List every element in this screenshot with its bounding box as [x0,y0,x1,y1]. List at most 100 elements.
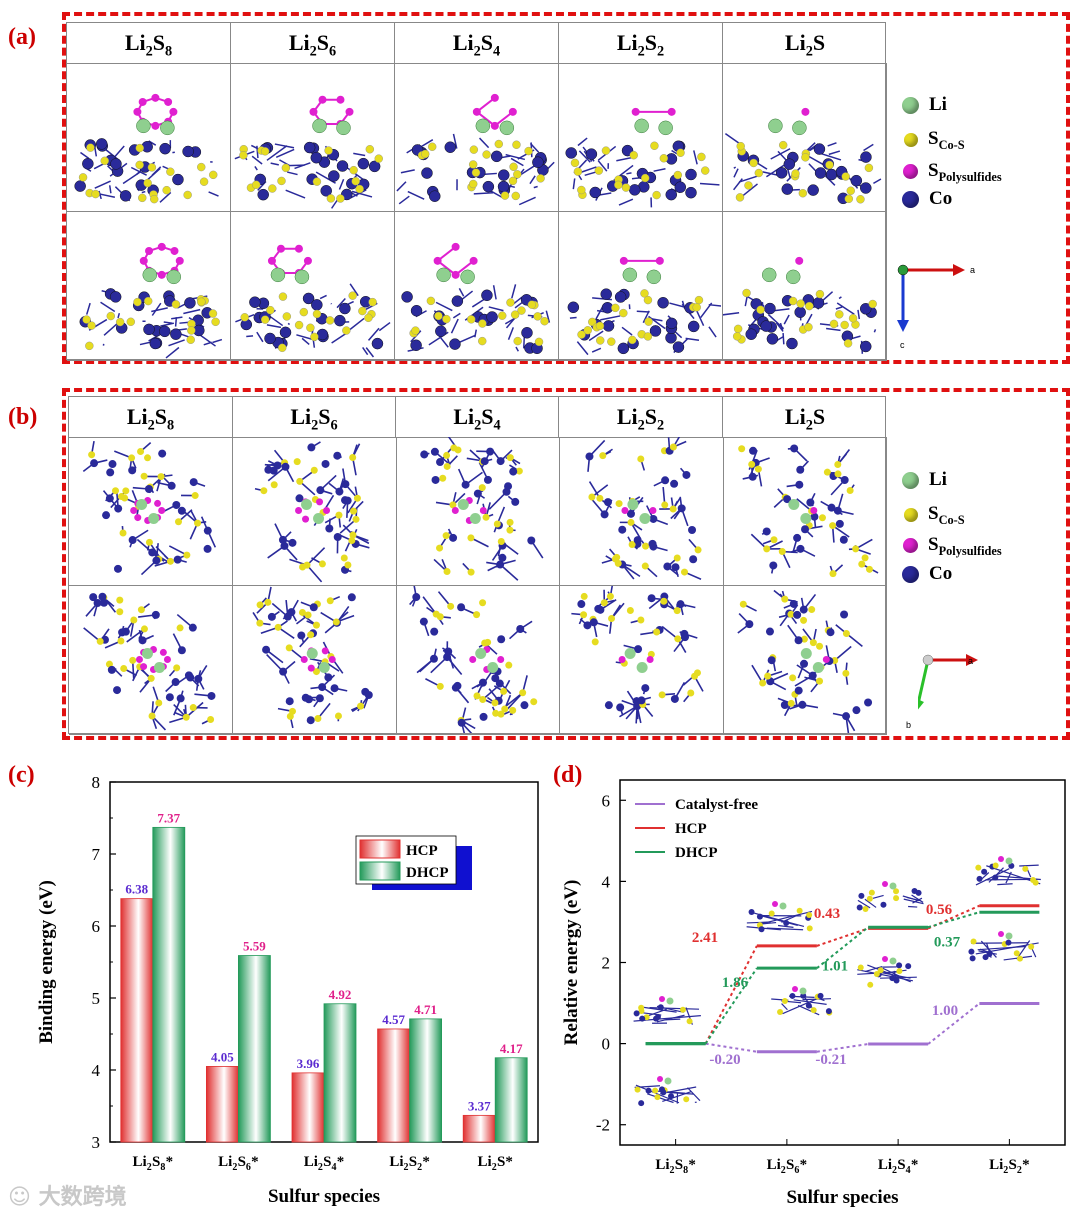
polysulfide-atom [294,244,303,253]
s-atom [187,326,196,335]
s-atom [128,454,136,462]
s-atom [85,341,94,351]
bar-hcp [462,1114,496,1143]
co-atom [604,701,613,710]
axis-b-label-x: a [968,656,974,666]
co-atom [114,504,123,513]
polysulfide-atom [321,647,329,655]
s-atom [105,660,113,668]
legend-a-li: Li [902,94,947,116]
bond [117,312,121,319]
co-atom [859,340,872,353]
bond [838,296,842,300]
bond [751,533,768,550]
tick-span: 2 [1017,1165,1022,1176]
co-atom [436,458,445,467]
s-atom [251,180,261,189]
s-atom [365,145,375,154]
thumb-atom [896,968,903,975]
li-atom [457,499,469,510]
bond [254,165,258,171]
co-atom [182,145,194,158]
co-atom [82,157,94,170]
bar-label-hcp: 4.57 [382,1012,405,1027]
thumb-atom [652,1087,659,1094]
s-atom [501,705,509,713]
polysulfide-atom [170,246,179,255]
co-atom [775,167,788,179]
bond [306,547,325,566]
bond [733,178,743,191]
co-atom [281,462,290,471]
y-tick-label: 8 [92,773,101,792]
li-atom [622,267,638,283]
s-atom [824,468,832,476]
co-atom [113,686,122,695]
li-atom [624,648,636,659]
co-atom [783,495,792,504]
x-tick-label: Li2 S8 * [655,1157,696,1176]
panel-label-d: (d) [553,762,583,788]
watermark-logo-icon: ☺ [8,1185,31,1210]
co-atom [860,151,872,163]
thumb-bond [777,924,794,928]
s-atom [694,295,704,305]
co-atom [410,339,422,352]
co-atom [504,482,513,491]
legend-b-co: Co [902,563,952,585]
legend-b-sps: SPolysulfides [903,534,1002,559]
s-atom [674,635,682,643]
bond [435,301,453,312]
li-atom [294,269,310,285]
s-atom [473,611,481,619]
bond [699,182,720,186]
bond [696,310,705,327]
co-atom [781,183,794,195]
bond [113,145,125,158]
thumb-bond [864,965,883,973]
bond [505,153,526,161]
header-li2s4: Li2S4 [395,23,559,63]
co-atom [836,519,845,528]
thumb-atom [1008,862,1015,869]
bond [338,178,345,190]
co-atom [301,693,310,702]
s-atom [599,452,607,460]
co-atom [279,326,292,339]
s-atom [733,324,743,334]
s-atom [510,310,520,319]
li-atom [318,662,330,673]
polysulfide-atom [133,107,142,116]
thumb-atom [638,1100,645,1107]
energy-connector [816,927,869,947]
thumb-atom [758,926,765,933]
structure-cell [559,212,723,361]
co-atom [335,487,344,496]
co-atom [99,598,108,607]
co-atom [687,525,696,534]
s-atom [478,336,487,346]
header-b-li2s6: Li2S6 [233,397,396,437]
bond [733,168,739,178]
co-atom [647,594,656,603]
thumb-bond [647,1093,674,1104]
structure-top-view [82,441,217,576]
tick-span: * [422,1154,430,1170]
thumb-atom [825,1008,832,1015]
polysulfide-atom [175,256,184,265]
s-atom [434,311,443,321]
polysulfide-atom [309,107,318,116]
co-atom [827,503,836,512]
s-atom [334,712,342,720]
co-atom [825,168,838,181]
thumb-bond [867,964,911,983]
polysulfide-atom [451,270,460,279]
thumb-atom [779,902,787,910]
polysulfide-atom [631,107,640,116]
thumb-atom [679,1006,686,1013]
energy-connector [927,911,980,929]
co-atom [474,489,483,498]
tick-span: 6 [246,1162,251,1173]
co-atom [152,556,161,565]
polysulfide-atom [163,656,171,663]
